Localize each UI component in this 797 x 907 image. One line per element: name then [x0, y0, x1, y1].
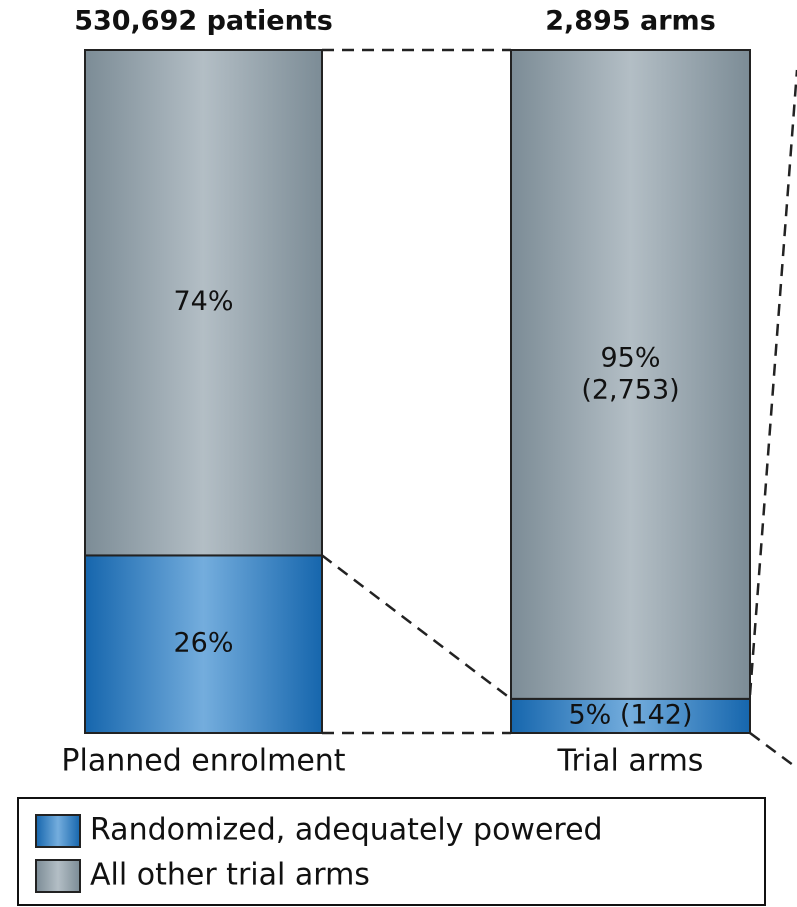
total-label: 2,895 arms [545, 6, 716, 37]
bar-segment [84, 49, 323, 557]
legend-label: All other trial arms [90, 858, 370, 893]
bar-segment [510, 49, 751, 700]
connector [321, 554, 512, 700]
legend-label: Randomized, adequately powered [90, 813, 603, 848]
connectors [321, 48, 797, 770]
legend-swatch [35, 814, 81, 848]
value-label: 95% (2,753) [581, 342, 679, 405]
bar-segment [84, 554, 323, 734]
total-label: 530,692 patients [74, 6, 333, 37]
connector [748, 69, 797, 695]
x-tick-label: Planned enrolment [61, 744, 345, 779]
value-label: 26% [173, 628, 233, 659]
value-label: 5% (142) [568, 699, 692, 730]
legend-box [17, 797, 766, 906]
value-label: 74% [173, 286, 233, 317]
legend-swatch [35, 859, 81, 893]
connector [749, 731, 797, 770]
x-tick-label: Trial arms [557, 744, 704, 779]
bar-segment [510, 697, 751, 734]
